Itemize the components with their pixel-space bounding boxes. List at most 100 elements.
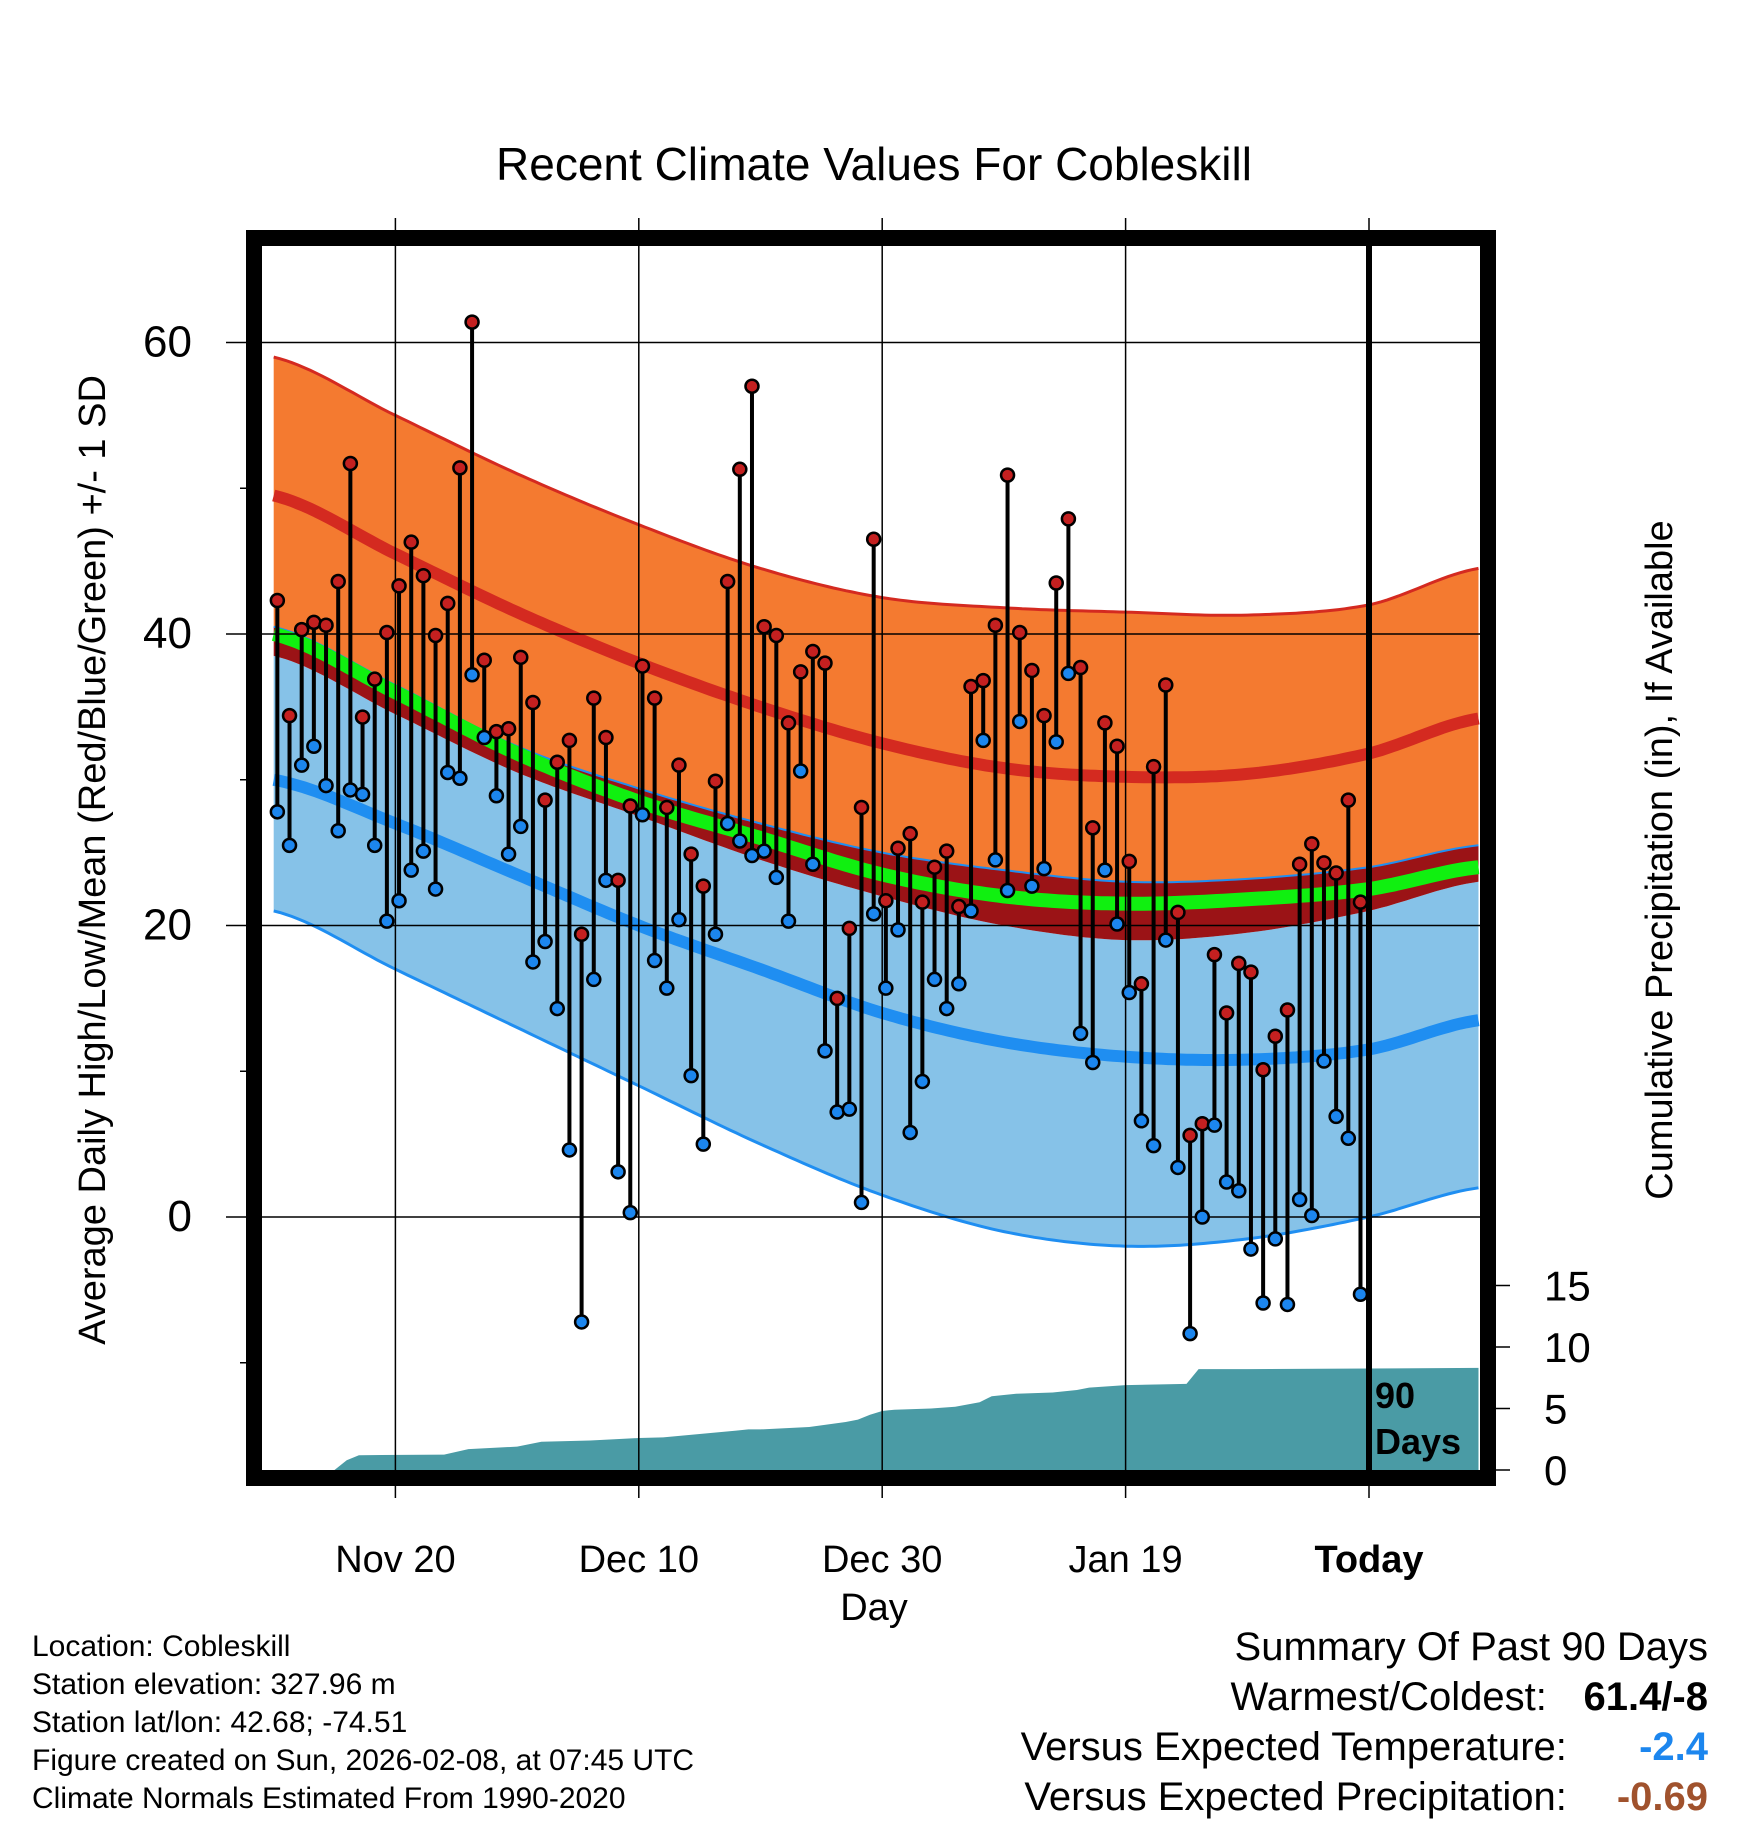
- daily-high-point: [586, 690, 602, 706]
- daily-low-point: [488, 788, 505, 804]
- daily-low-point: [318, 777, 334, 794]
- daily-low-point: [987, 852, 1004, 868]
- daily-low-point: [853, 1194, 870, 1211]
- y2-axis-label: Cumulative Precipitation (in), If Availa…: [1639, 520, 1681, 1199]
- daily-high-point: [1170, 904, 1186, 921]
- daily-low-point: [1291, 1191, 1308, 1208]
- daily-low-point: [306, 738, 322, 754]
- daily-low-point: [926, 971, 943, 988]
- daily-high-point: [452, 460, 468, 476]
- daily-high-point: [1024, 662, 1040, 679]
- daily-low-point: [671, 911, 687, 928]
- daily-high-point: [829, 990, 845, 1007]
- daily-low-point: [732, 833, 748, 849]
- daily-high-point: [926, 859, 943, 875]
- daily-high-point: [841, 920, 858, 937]
- daily-high-point: [659, 799, 675, 816]
- daily-low-point: [476, 729, 492, 746]
- daily-low-point: [951, 976, 967, 992]
- daily-low-point: [963, 903, 979, 919]
- chart-title: Recent Climate Values For Cobleskill: [496, 138, 1252, 190]
- daily-high-point: [269, 592, 286, 609]
- daily-high-point: [719, 573, 736, 590]
- x-tick-label: Today: [1314, 1539, 1423, 1581]
- daily-high-point: [293, 621, 310, 638]
- daily-high-point: [744, 378, 760, 394]
- daily-high-point: [695, 878, 712, 894]
- summary-temperature: Versus Expected Temperature: -2.4: [1021, 1722, 1708, 1772]
- daily-high-point: [1340, 792, 1357, 808]
- daily-low-point: [1194, 1209, 1211, 1225]
- daily-low-point: [768, 869, 785, 886]
- daily-high-point: [476, 652, 492, 668]
- daily-low-point: [1048, 734, 1064, 750]
- daily-high-point: [865, 531, 882, 548]
- daily-low-point: [1121, 984, 1138, 1001]
- daily-low-point: [586, 971, 602, 988]
- daily-low-point: [525, 954, 541, 970]
- daily-high-point: [1218, 1005, 1235, 1021]
- daily-high-point: [671, 757, 687, 773]
- ninety-days-label: Days: [1375, 1421, 1461, 1462]
- warmest-coldest-value: 61.4/-8: [1583, 1675, 1708, 1719]
- daily-high-point: [805, 643, 821, 660]
- daily-low-point: [269, 804, 286, 820]
- temp-anomaly-label: Versus Expected Temperature:: [1020, 1725, 1567, 1769]
- daily-low-point: [914, 1073, 931, 1090]
- daily-low-point: [1218, 1174, 1235, 1190]
- daily-low-point: [1109, 916, 1125, 932]
- daily-low-point: [1304, 1207, 1320, 1224]
- mean-normal-line: [271, 627, 1480, 911]
- daily-high-point: [549, 754, 566, 771]
- y2-tick-label: 5: [1544, 1386, 1567, 1433]
- daily-high-point: [342, 455, 359, 472]
- daily-low-point: [452, 770, 468, 787]
- daily-low-point: [366, 837, 383, 854]
- summary-panel: Summary Of Past 90 Days Warmest/Coldest:…: [1021, 1622, 1708, 1822]
- daily-low-point: [513, 818, 529, 835]
- daily-high-point: [1267, 1028, 1284, 1045]
- daily-high-point: [1194, 1115, 1211, 1132]
- daily-high-point: [1352, 894, 1369, 910]
- x-tick-label: Dec 30: [822, 1539, 942, 1581]
- daily-high-point: [1145, 758, 1162, 775]
- daily-low-point: [293, 757, 310, 773]
- summary-precipitation: Versus Expected Precipitation: -0.69: [1021, 1772, 1708, 1822]
- daily-high-point: [318, 617, 334, 634]
- daily-low-point: [646, 952, 663, 969]
- daily-low-point: [1352, 1286, 1369, 1302]
- info-elevation: Station elevation: 327.96 m: [32, 1668, 396, 1701]
- daily-high-point: [914, 894, 931, 910]
- x-axis-label: Day: [840, 1587, 908, 1629]
- daily-low-point: [1060, 665, 1077, 682]
- daily-high-point: [683, 846, 699, 862]
- daily-low-point: [719, 815, 736, 832]
- daily-low-point: [1328, 1108, 1344, 1125]
- daily-low-point: [500, 846, 517, 862]
- daily-low-point: [780, 913, 797, 929]
- daily-low-point: [1279, 1296, 1296, 1313]
- daily-low-point: [878, 980, 894, 996]
- daily-high-point: [938, 843, 955, 859]
- daily-low-point: [1084, 1054, 1101, 1071]
- daily-high-point: [427, 627, 444, 644]
- daily-low-point: [354, 786, 371, 803]
- y-tick-label: 60: [143, 318, 192, 367]
- daily-low-point: [622, 1204, 639, 1221]
- daily-low-point: [549, 1000, 566, 1017]
- plot-frame: [246, 230, 1496, 1486]
- daily-high-point: [1255, 1062, 1271, 1078]
- daily-low-point: [634, 806, 651, 823]
- daily-high-point: [1291, 856, 1308, 873]
- daily-low-point: [573, 1314, 590, 1330]
- y-tick-label: 40: [143, 609, 192, 658]
- daily-high-point: [1133, 976, 1150, 992]
- cumulative-precip-area: [273, 1367, 1479, 1470]
- precip-anomaly-value: -0.69: [1616, 1775, 1708, 1819]
- precip-anomaly-label: Versus Expected Precipitation:: [1024, 1775, 1567, 1819]
- daily-low-point: [1024, 878, 1040, 894]
- daily-high-point: [1231, 955, 1247, 972]
- daily-high-point: [878, 892, 894, 909]
- daily-high-point: [987, 617, 1004, 634]
- y2-tick-label: 15: [1544, 1263, 1591, 1310]
